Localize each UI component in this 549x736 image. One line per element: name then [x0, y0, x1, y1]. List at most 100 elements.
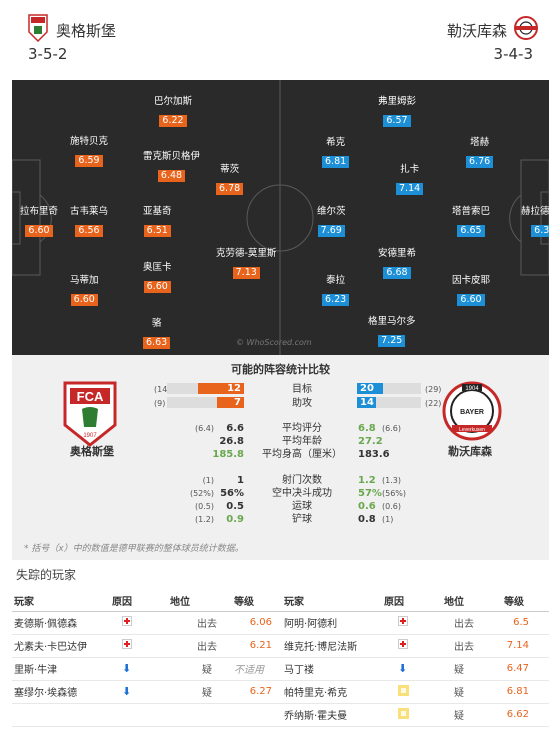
away-stat-value: 14	[360, 397, 374, 408]
away-player-11[interactable]: 格里马尔多 7.25	[368, 316, 416, 347]
away-league-avg: (1)	[382, 515, 394, 524]
stat-row: (0.5) 0.5 运球 0.6 (0.6)	[12, 500, 549, 513]
home-player-2[interactable]: 施特贝克 6.59	[70, 136, 108, 167]
away-missing-player[interactable]: 维克托·博尼法斯	[284, 634, 384, 658]
away-missing-player[interactable]: 乔纳斯·霍夫曼	[284, 703, 384, 727]
player-name[interactable]: 弗里姆彭	[378, 96, 417, 107]
away-missing-player[interactable]: 阿明·阿德利	[284, 611, 384, 635]
table-row: 里斯·牛津 ⬇ 疑不适用 马丁褛 ⬇ 疑 6.47	[12, 657, 549, 681]
home-player-11[interactable]: 骆 6.63	[143, 318, 171, 349]
player-name[interactable]: 蒂茨	[220, 164, 240, 175]
away-player-4[interactable]: 扎卡 7.14	[396, 164, 424, 195]
home-missing-rating: 6.21	[234, 634, 284, 658]
whoscored-watermark: © WhoScored.com	[236, 338, 312, 347]
home-missing-rating: 6.06	[234, 611, 284, 635]
player-rating: 6.22	[159, 115, 187, 127]
stat-label: 平均年龄	[282, 436, 322, 447]
stat-row: (6.4) 6.6 平均评分 6.8 (6.6)	[12, 422, 549, 435]
away-league-avg: (56%)	[382, 489, 407, 498]
away-stat-bar: 14	[357, 397, 421, 408]
player-name[interactable]: 塔普索巴	[452, 206, 491, 217]
away-team-label: 勒沃库森	[448, 445, 492, 458]
stats-title: 可能的阵容统计比较	[231, 363, 330, 376]
player-name[interactable]: 维尔茨	[317, 206, 346, 217]
home-missing-player[interactable]: 麦德斯·佩德森	[12, 611, 112, 635]
away-player-1[interactable]: 弗里姆彭 6.57	[378, 96, 416, 127]
home-player-10[interactable]: 奥匡卡 6.60	[143, 262, 172, 293]
player-name[interactable]: 因卡皮耶	[452, 275, 491, 286]
away-missing-player[interactable]: 帕特里克·希克	[284, 680, 384, 704]
away-missing-rating: 7.14	[504, 634, 549, 658]
home-missing-status: 出去	[170, 634, 234, 658]
stat-label: 射门次数	[282, 475, 322, 486]
home-missing-player[interactable]: 里斯·牛津	[12, 657, 112, 681]
away-player-7[interactable]: 赫拉德茨基 6.34	[521, 206, 549, 237]
stat-label: 助攻	[292, 398, 312, 409]
player-rating: 6.51	[143, 225, 171, 237]
header-player-away: 玩家	[284, 591, 384, 612]
player-name[interactable]: 克劳德-莫里斯	[216, 248, 277, 259]
home-team-name[interactable]: 奥格斯堡	[56, 22, 117, 40]
player-name[interactable]: 泰拉	[326, 275, 346, 286]
away-player-9[interactable]: 泰拉 6.23	[322, 275, 350, 306]
home-player-4[interactable]: 蒂茨 6.78	[216, 164, 244, 195]
away-missing-status: 疑	[444, 680, 504, 704]
home-player-5[interactable]: 拉布里奇 6.60	[20, 206, 58, 237]
away-stat-fill	[357, 397, 377, 408]
home-missing-player[interactable]: 塞缪尔·埃森德	[12, 680, 112, 704]
home-player-8[interactable]: 克劳德-莫里斯 7.13	[216, 248, 276, 279]
home-player-6[interactable]: 古韦莱乌 6.56	[70, 206, 108, 237]
header-status-home: 地位	[170, 591, 234, 612]
table-header-row: 玩家 原因 地位 等级 玩家 原因 地位 等级	[12, 591, 549, 612]
player-name[interactable]: 安德里希	[378, 248, 417, 259]
stat-bar-row: (9) 7 助攻 14 (22)	[12, 397, 549, 410]
away-player-6[interactable]: 塔普索巴 6.65	[452, 206, 490, 237]
home-missing-status	[170, 703, 234, 727]
stat-row: (1) 1 射门次数 1.2 (1.3)	[12, 474, 549, 487]
home-league-avg: (1.2)	[195, 515, 214, 524]
home-missing-status: 疑	[170, 680, 234, 704]
player-name[interactable]: 骆	[151, 318, 162, 329]
away-missing-player[interactable]: 马丁褛	[284, 657, 384, 681]
player-name[interactable]: 马蒂加	[70, 275, 99, 286]
away-team-name[interactable]: 勒沃库森	[446, 22, 507, 40]
home-missing-player[interactable]	[12, 703, 112, 727]
away-missing-rating: 6.5	[504, 611, 549, 635]
home-player-9[interactable]: 马蒂加 6.60	[70, 275, 99, 306]
injury-cross-icon	[122, 639, 132, 649]
player-name[interactable]: 格里马尔多	[368, 316, 416, 327]
arrow-down-icon: ⬇	[122, 685, 132, 698]
player-name[interactable]: 拉布里奇	[20, 206, 59, 217]
player-name[interactable]: 赫拉德茨基	[521, 206, 549, 217]
player-name[interactable]: 希克	[326, 137, 346, 148]
player-rating: 6.76	[466, 156, 494, 168]
stat-row: (1.2) 0.9 铲球 0.8 (1)	[12, 513, 549, 526]
missing-players-table: 玩家 原因 地位 等级 玩家 原因 地位 等级 麦德斯·佩德森 出去 6.06 阿明·…	[12, 591, 549, 727]
player-name[interactable]: 古韦莱乌	[70, 206, 109, 217]
player-name[interactable]: 施特贝克	[70, 136, 109, 147]
away-missing-status: 出去	[444, 611, 504, 635]
player-rating: 6.68	[383, 267, 411, 279]
away-player-3[interactable]: 塔赫 6.76	[466, 137, 494, 168]
home-player-7[interactable]: 亚基奇 6.51	[143, 206, 172, 237]
header-status-away: 地位	[444, 591, 504, 612]
player-name[interactable]: 扎卡	[400, 164, 420, 175]
player-name[interactable]: 巴尔加斯	[154, 96, 193, 107]
lineup-stats-comparison: 可能的阵容统计比较 FCA 1907 奥格斯堡 1904 BAYER Lever…	[12, 355, 549, 560]
stat-label: 空中决斗成功	[272, 488, 332, 499]
home-stat-value: 0.5	[226, 501, 244, 512]
home-league-avg: (14	[154, 385, 168, 394]
away-player-8[interactable]: 安德里希 6.68	[378, 248, 416, 279]
player-rating: 6.34	[531, 225, 549, 237]
player-name[interactable]: 雷克斯贝格伊	[143, 151, 201, 162]
home-player-1[interactable]: 巴尔加斯 6.22	[154, 96, 192, 127]
player-name[interactable]: 塔赫	[470, 137, 490, 148]
home-missing-player[interactable]: 尤素夫·卡巴达伊	[12, 634, 112, 658]
header-rating-home: 等级	[234, 591, 284, 612]
home-player-3[interactable]: 雷克斯贝格伊 6.48	[143, 151, 200, 182]
player-name[interactable]: 奥匡卡	[143, 262, 172, 273]
away-player-5[interactable]: 维尔茨 7.69	[317, 206, 346, 237]
player-name[interactable]: 亚基奇	[143, 206, 172, 217]
away-player-2[interactable]: 希克 6.81	[322, 137, 350, 168]
away-player-10[interactable]: 因卡皮耶 6.60	[452, 275, 490, 306]
